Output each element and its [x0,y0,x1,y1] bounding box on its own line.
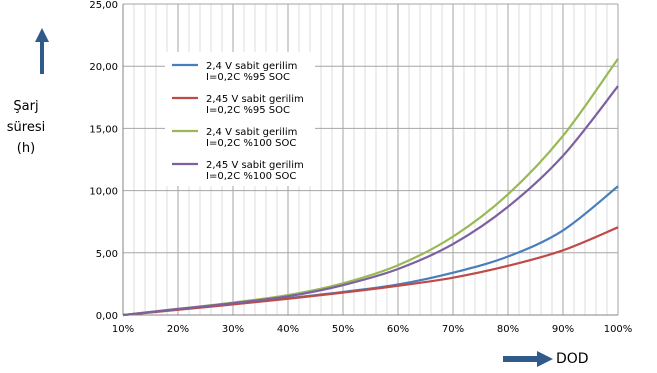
legend-label-1-line-1: 2,4 V sabit gerilim [206,61,297,72]
axes [122,4,618,316]
x-axis-arrow-icon [503,351,553,367]
x-tick-label: 80% [497,324,519,335]
x-tick-labels: 10% 20% 30% 40% 50% 60% 70% 80% 90% 100% [112,324,632,335]
series-line-4 [122,85,619,317]
y-axis-label-line-3: (h) [17,141,35,156]
series-lines [122,58,619,317]
legend-label-1-line-2: I=0,2C %95 SOC [206,72,290,83]
x-tick-label: 60% [387,324,409,335]
legend-label-2-line-2: I=0,2C %95 SOC [206,105,290,116]
legend-label-4-line-1: 2,45 V sabit gerilim [206,160,304,171]
y-tick-label: 20,00 [89,62,118,73]
x-tick-label: 50% [332,324,354,335]
y-tick-label: 10,00 [89,187,118,198]
y-tick-label: 5,00 [96,249,118,260]
y-axis-arrow-icon [35,28,49,74]
y-axis-label-line-2: süresi [7,120,45,135]
x-tick-label: 100% [604,324,633,335]
x-tick-label: 40% [277,324,299,335]
legend-label-2-line-1: 2,45 V sabit gerilim [206,94,304,105]
y-tick-label: 0,00 [96,311,118,322]
series-line-1 [122,185,619,317]
x-tick-label: 20% [167,324,189,335]
y-tick-labels: 0,00 5,00 10,00 15,00 20,00 25,00 [89,0,118,322]
legend-label-3-line-1: 2,4 V sabit gerilim [206,127,297,138]
x-tick-label: 70% [442,324,464,335]
legend-label-4-line-2: I=0,2C %100 SOC [206,171,296,182]
x-axis-label: DOD [556,351,589,367]
legend-label-3-line-2: I=0,2C %100 SOC [206,138,296,149]
x-tick-label: 30% [222,324,244,335]
y-tick-label: 15,00 [89,124,118,135]
y-tick-label: 25,00 [89,0,118,11]
x-tick-label: 10% [112,324,134,335]
y-axis-label-line-1: Şarj [13,99,38,114]
x-tick-label: 90% [552,324,574,335]
